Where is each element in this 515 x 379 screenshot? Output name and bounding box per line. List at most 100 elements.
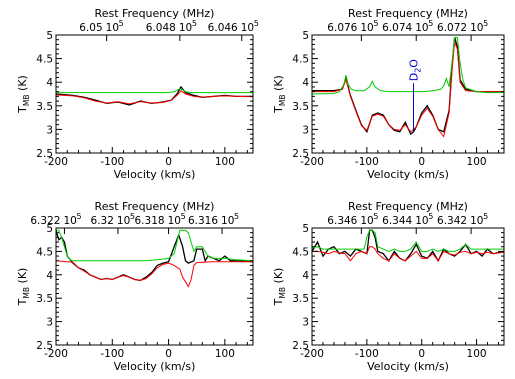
top-tick-label-base: 10 xyxy=(415,215,428,227)
y-tick-label: 3 xyxy=(46,124,53,136)
x-axis-label: Velocity (km/s) xyxy=(367,360,449,373)
y-tick-label: 4.5 xyxy=(292,54,309,66)
x-tick-label: -200 xyxy=(44,348,68,360)
y-tick-label: 3.5 xyxy=(36,293,53,305)
y-tick-label: 3 xyxy=(302,124,309,136)
top-tick-label-base: 10 xyxy=(470,22,483,34)
panel-title: Rest Frequency (MHz) xyxy=(348,200,468,213)
top-tick-label-base: 10 xyxy=(415,22,428,34)
x-tick-label: -100 xyxy=(100,348,124,360)
x-axis-label: Velocity (km/s) xyxy=(114,360,196,373)
top-tick-label-exponent: 5 xyxy=(428,212,433,221)
series-line-2 xyxy=(312,41,504,138)
series-line-2 xyxy=(312,246,504,262)
top-tick-label-exponent: 5 xyxy=(373,212,378,221)
x-tick-label: 100 xyxy=(215,348,235,360)
top-tick-label-exponent: 5 xyxy=(234,212,239,221)
y-tick-label: 3.5 xyxy=(292,293,309,305)
top-tick-label-exponent: 5 xyxy=(119,19,124,28)
series-line-3 xyxy=(312,229,504,252)
x-axis-label: Velocity (km/s) xyxy=(367,168,449,181)
x-tick-label: -100 xyxy=(100,156,124,168)
x-tick-label: 0 xyxy=(418,156,425,168)
x-tick-label: -200 xyxy=(300,156,324,168)
top-tick-label-exponent: 5 xyxy=(192,19,197,28)
y-tick-label: 2.5 xyxy=(36,148,53,160)
plot-frame xyxy=(55,227,254,346)
top-tick-label-base: 10 xyxy=(241,22,254,34)
y-tick-label: 4 xyxy=(46,270,53,282)
annotation-label: D2O xyxy=(407,59,422,82)
top-tick-label: 6.318 xyxy=(135,215,165,227)
top-tick-label: 6.316 xyxy=(188,215,218,227)
x-tick-label: -200 xyxy=(44,156,68,168)
series-line-1 xyxy=(312,229,504,263)
x-tick-label: 100 xyxy=(467,156,487,168)
top-tick-label-exponent: 5 xyxy=(76,212,81,221)
top-tick-label: 6.048 xyxy=(146,22,176,34)
y-tick-label: 4.5 xyxy=(36,54,53,66)
y-tick-label: 3 xyxy=(46,317,53,329)
top-tick-label: 6.046 xyxy=(208,22,238,34)
plot-frame xyxy=(311,34,505,154)
top-tick-label-exponent: 5 xyxy=(181,212,186,221)
x-tick-label: -100 xyxy=(355,348,379,360)
y-tick-label: 5 xyxy=(302,223,309,235)
top-tick-label: 6.05 xyxy=(79,22,102,34)
y-tick-label: 4 xyxy=(302,77,309,89)
top-tick-label: 6.346 xyxy=(327,215,357,227)
top-tick-label: 6.32 xyxy=(91,215,114,227)
y-axis-label: TMB (K) xyxy=(272,268,287,307)
y-tick-label: 5 xyxy=(302,30,309,42)
top-tick-label-base: 10 xyxy=(63,215,76,227)
y-tick-label: 4 xyxy=(46,77,53,89)
series-line-3 xyxy=(312,36,504,95)
plot-frame xyxy=(55,34,254,154)
series-line-3 xyxy=(56,88,253,94)
y-tick-label: 5 xyxy=(46,30,53,42)
series-line-3 xyxy=(56,229,253,262)
series-line-1 xyxy=(56,230,253,282)
y-axis-label: TMB (K) xyxy=(16,268,31,307)
top-tick-label-base: 10 xyxy=(106,22,119,34)
y-tick-label: 4 xyxy=(302,270,309,282)
top-tick-label-exponent: 5 xyxy=(130,212,135,221)
y-axis-label: TMB (K) xyxy=(16,75,31,114)
top-tick-label-exponent: 5 xyxy=(373,19,378,28)
y-tick-label: 3.5 xyxy=(292,101,309,113)
series-line-1 xyxy=(312,37,504,136)
series-line-2 xyxy=(56,260,253,288)
x-axis-label: Velocity (km/s) xyxy=(114,168,196,181)
x-tick-label: 0 xyxy=(165,156,172,168)
panel-title: Rest Frequency (MHz) xyxy=(95,200,215,213)
top-tick-label: 6.072 xyxy=(437,22,467,34)
plot-frame xyxy=(311,227,505,346)
top-tick-label-base: 10 xyxy=(117,215,130,227)
top-tick-label: 6.076 xyxy=(327,22,357,34)
top-tick-label: 6.074 xyxy=(382,22,412,34)
y-tick-label: 2.5 xyxy=(36,340,53,352)
top-tick-label-base: 10 xyxy=(470,215,483,227)
x-tick-label: 100 xyxy=(467,348,487,360)
y-tick-label: 5 xyxy=(46,223,53,235)
y-tick-label: 3 xyxy=(302,317,309,329)
y-tick-label: 2.5 xyxy=(292,340,309,352)
series-line-2 xyxy=(56,90,253,105)
y-tick-label: 3.5 xyxy=(36,101,53,113)
top-tick-label-base: 10 xyxy=(360,22,373,34)
top-tick-label-base: 10 xyxy=(168,215,181,227)
top-tick-label: 6.342 xyxy=(437,215,467,227)
top-tick-label-exponent: 5 xyxy=(428,19,433,28)
top-tick-label: 6.322 xyxy=(30,215,60,227)
y-axis-label: TMB (K) xyxy=(272,75,287,114)
top-tick-label-base: 10 xyxy=(360,215,373,227)
panel-title: Rest Frequency (MHz) xyxy=(348,7,468,20)
panel-title: Rest Frequency (MHz) xyxy=(95,7,215,20)
x-tick-label: 0 xyxy=(165,348,172,360)
top-tick-label-base: 10 xyxy=(221,215,234,227)
top-tick-label-exponent: 5 xyxy=(483,212,488,221)
